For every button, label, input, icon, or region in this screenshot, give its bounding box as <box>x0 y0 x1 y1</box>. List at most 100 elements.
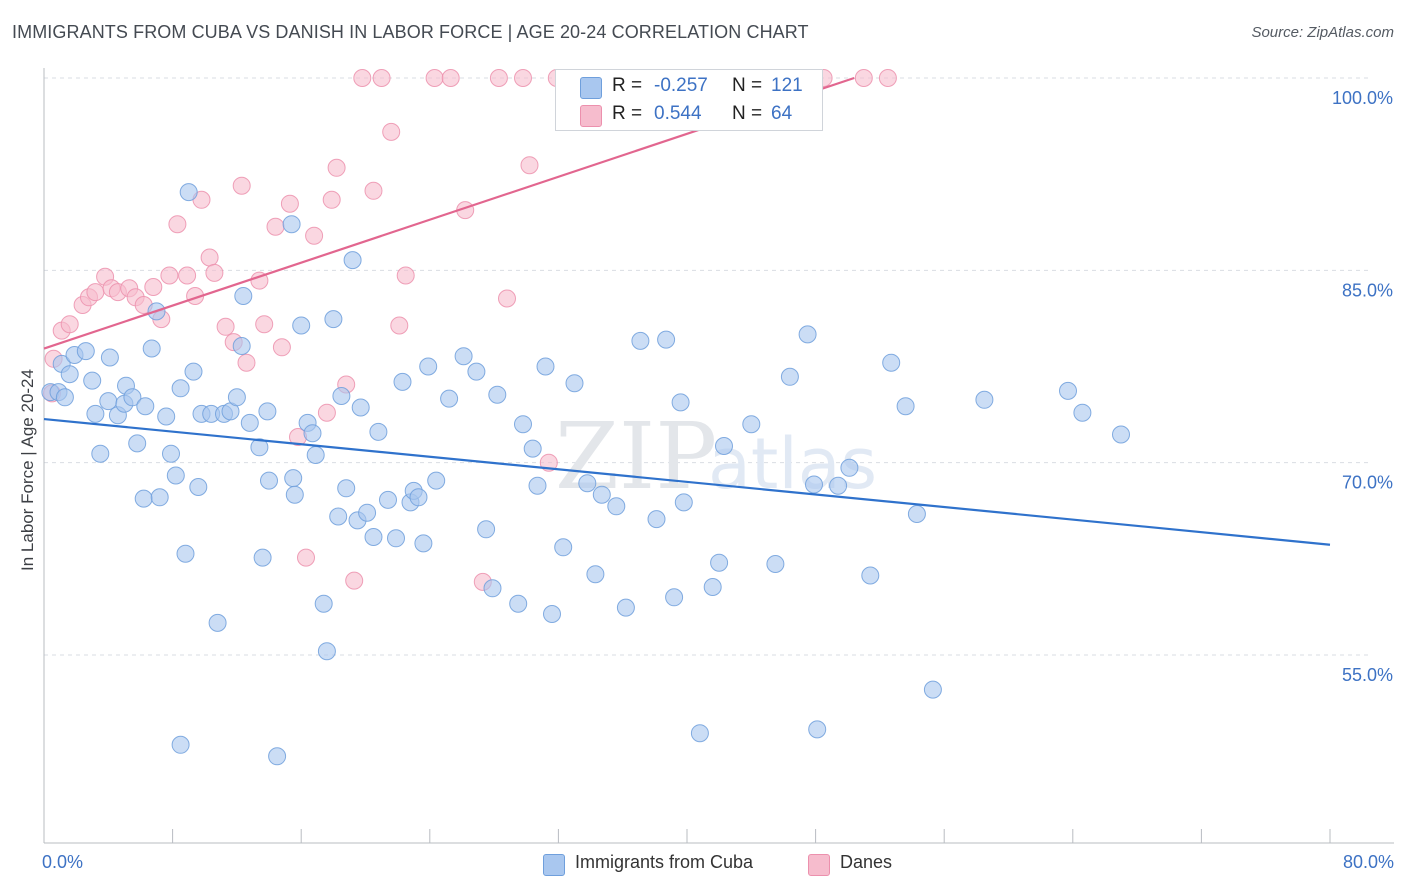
point-cuba <box>260 471 278 490</box>
point-cuba <box>136 397 155 416</box>
point-cuba <box>179 183 198 202</box>
point-cuba <box>861 566 880 585</box>
point-danes <box>441 69 460 87</box>
series-swatch-cuba <box>543 854 565 876</box>
point-cuba <box>543 605 561 623</box>
point-cuba <box>923 680 942 699</box>
point-danes <box>216 317 235 336</box>
point-cuba <box>715 437 733 455</box>
point-cuba <box>742 415 761 434</box>
series-legend: Immigrants from Cuba Danes <box>0 852 1406 878</box>
point-cuba <box>303 424 322 443</box>
legend-swatch-danes <box>580 105 602 127</box>
point-cuba <box>703 578 722 596</box>
point-cuba <box>227 388 246 407</box>
point-cuba <box>616 598 635 617</box>
point-cuba <box>134 489 153 508</box>
point-cuba <box>1059 381 1077 400</box>
trendline-cuba <box>43 417 1331 546</box>
point-danes <box>364 181 383 200</box>
point-cuba <box>317 642 336 661</box>
point-cuba <box>665 588 684 607</box>
point-danes <box>396 266 415 285</box>
point-cuba <box>387 529 405 548</box>
point-cuba <box>671 393 690 412</box>
legend-n-label: N = <box>732 75 763 96</box>
series-label-danes: Danes <box>840 852 893 872</box>
series-label-cuba: Immigrants from Cuba <box>575 852 754 872</box>
point-cuba <box>528 476 547 495</box>
point-danes <box>390 316 409 335</box>
point-cuba <box>657 330 676 349</box>
y-tick-label: 85.0% <box>1342 280 1393 300</box>
y-tick-label: 55.0% <box>1342 665 1393 685</box>
point-cuba <box>324 310 343 329</box>
y-tick-label: 100.0% <box>1332 88 1393 108</box>
point-cuba <box>314 594 333 613</box>
point-cuba <box>419 357 438 376</box>
point-cuba <box>409 488 428 507</box>
point-cuba <box>100 348 119 367</box>
point-danes <box>266 217 285 236</box>
point-cuba <box>896 397 915 416</box>
point-danes <box>205 263 224 282</box>
point-cuba <box>882 353 901 372</box>
point-cuba <box>454 347 473 366</box>
point-cuba <box>351 398 370 417</box>
correlation-legend: R = -0.257 N = 121 R = 0.544 N = 64 <box>555 69 823 131</box>
point-cuba <box>55 388 74 407</box>
point-cuba <box>690 724 709 743</box>
point-cuba <box>292 316 311 335</box>
watermark-zip: ZIP <box>555 403 717 510</box>
point-danes <box>237 353 256 372</box>
point-cuba <box>329 507 348 526</box>
point-cuba <box>631 331 650 350</box>
x-tick-min: 0.0% <box>42 852 84 872</box>
point-cuba <box>578 474 597 493</box>
y-tick-label: 70.0% <box>1342 473 1393 493</box>
point-danes <box>489 69 508 87</box>
point-cuba <box>253 548 272 567</box>
point-cuba <box>162 444 180 463</box>
legend-n-label: N = <box>732 103 763 124</box>
point-danes <box>382 122 401 141</box>
point-danes <box>878 69 897 87</box>
point-cuba <box>364 528 383 546</box>
point-danes <box>514 69 532 87</box>
x-tick-max: 80.0% <box>1342 852 1394 872</box>
point-cuba <box>798 325 817 344</box>
point-cuba <box>184 362 203 381</box>
point-cuba <box>393 372 412 391</box>
point-cuba <box>123 388 142 407</box>
y-tick-labels: 55.0% 70.0% 85.0% 100.0% <box>1332 88 1393 685</box>
point-cuba <box>808 720 827 739</box>
point-cuba <box>171 735 190 754</box>
point-cuba <box>343 251 362 270</box>
point-danes <box>322 190 341 209</box>
point-danes <box>272 338 291 357</box>
series-swatch-danes <box>808 854 830 876</box>
point-danes <box>317 403 336 422</box>
point-cuba <box>142 339 161 358</box>
chart-title: IMMIGRANTS FROM CUBA VS DANISH IN LABOR … <box>12 22 809 42</box>
point-cuba <box>1073 403 1092 422</box>
point-cuba <box>128 434 147 453</box>
point-cuba <box>208 613 227 632</box>
point-cuba <box>1112 425 1130 444</box>
legend-r-label: R = <box>612 103 643 124</box>
point-cuba <box>83 371 102 390</box>
point-danes <box>280 194 299 213</box>
point-cuba <box>483 579 502 598</box>
point-cuba <box>268 747 287 766</box>
point-cuba <box>780 367 799 386</box>
point-cuba <box>337 479 356 498</box>
point-cuba <box>171 379 190 398</box>
point-cuba <box>76 342 95 361</box>
legend-row-danes: R = 0.544 N = 64 <box>556 101 822 129</box>
point-cuba <box>150 488 169 507</box>
legend-r-value: -0.257 <box>654 75 708 96</box>
grid-layer <box>44 77 1370 656</box>
legend-swatch-cuba <box>580 77 602 99</box>
point-danes <box>854 69 873 87</box>
point-cuba <box>166 466 185 485</box>
